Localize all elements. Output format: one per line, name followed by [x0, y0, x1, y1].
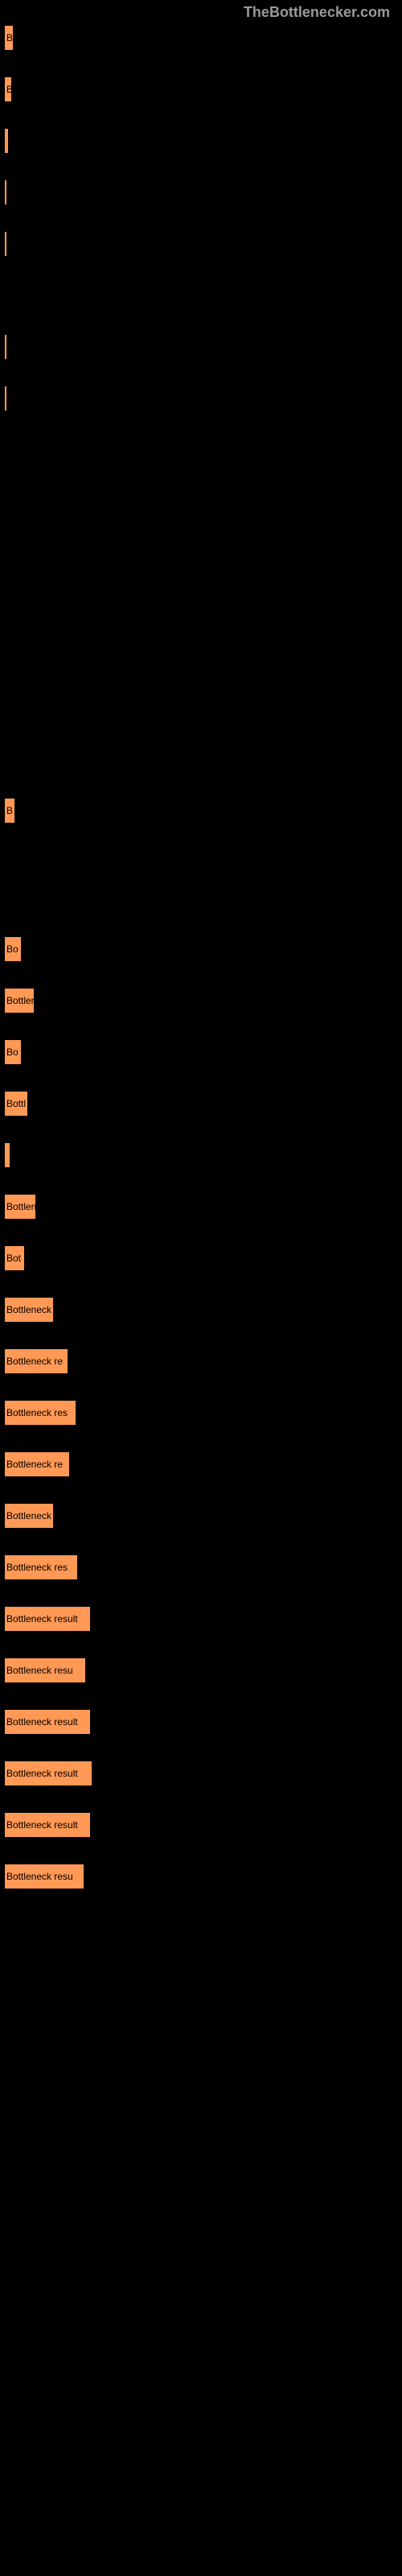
bar: Bottleneck result	[4, 1606, 91, 1632]
bar-row	[4, 231, 398, 257]
bar: Bottleneck result	[4, 1761, 92, 1786]
bar-label: Bottleneck res	[6, 1407, 68, 1418]
bar	[4, 231, 7, 257]
bar-label: Bottleneck re	[6, 1459, 63, 1470]
bar-row: Bottlen	[4, 1194, 398, 1220]
bar-chart: B B B Bo Bottler Bo Bottl Bottlen Bot Bottleneck B…	[0, 25, 402, 1889]
bar-label: Bottleneck result	[6, 1768, 78, 1779]
bar-row: Bottleneck result	[4, 1709, 398, 1735]
bar-label: Bo	[6, 943, 18, 955]
bar: Bo	[4, 936, 22, 962]
bar	[4, 386, 7, 411]
bar-row: Bo	[4, 1039, 398, 1065]
bar-row: Bottleneck resu	[4, 1657, 398, 1683]
bar-row: Bottler	[4, 988, 398, 1013]
bar: Bottleneck	[4, 1503, 54, 1529]
bar-label: Bottleneck resu	[6, 1665, 73, 1676]
bar-label: Bottleneck	[6, 1304, 51, 1315]
bar: Bot	[4, 1245, 25, 1271]
bar: Bottleneck result	[4, 1812, 91, 1838]
bar-label: Bot	[6, 1253, 21, 1264]
bar-label: Bottler	[6, 995, 35, 1006]
bar: Bottleneck res	[4, 1400, 76, 1426]
bar-row: Bottleneck result	[4, 1812, 398, 1838]
bar-label: Bottleneck re	[6, 1356, 63, 1367]
bar: B	[4, 798, 15, 824]
bar: B	[4, 76, 12, 102]
header-text: TheBottlenecker.com	[244, 4, 390, 20]
bar: Bo	[4, 1039, 22, 1065]
bar-row: Bottleneck	[4, 1297, 398, 1323]
bar-row: Bottleneck	[4, 1503, 398, 1529]
bar: B	[4, 25, 14, 51]
bar: Bottleneck re	[4, 1451, 70, 1477]
bar: Bottleneck re	[4, 1348, 68, 1374]
bar: Bottleneck res	[4, 1554, 78, 1580]
bar	[4, 180, 7, 205]
bar-label: Bo	[6, 1046, 18, 1058]
bar: Bottleneck	[4, 1297, 54, 1323]
bar-label: B	[6, 805, 13, 816]
bar-label: Bottleneck result	[6, 1716, 78, 1728]
bar: Bottl	[4, 1091, 28, 1117]
bar-label: Bottleneck result	[6, 1819, 78, 1831]
bar-row: Bot	[4, 1245, 398, 1271]
bar-label: Bottleneck result	[6, 1613, 78, 1624]
bar-row: Bottleneck resu	[4, 1864, 398, 1889]
bar-row: Bo	[4, 936, 398, 962]
bar-row: Bottleneck res	[4, 1400, 398, 1426]
bar: Bottleneck result	[4, 1709, 91, 1735]
bar: Bottleneck resu	[4, 1864, 84, 1889]
bar-row	[4, 334, 398, 360]
bar-row: Bottleneck result	[4, 1606, 398, 1632]
bar	[4, 128, 9, 154]
bar-row: Bottleneck result	[4, 1761, 398, 1786]
bar: Bottleneck resu	[4, 1657, 86, 1683]
bar-row	[4, 1142, 398, 1168]
bar-row: Bottleneck res	[4, 1554, 398, 1580]
bar-label: B	[6, 84, 12, 95]
bar: Bottler	[4, 988, 35, 1013]
bar-row	[4, 180, 398, 205]
bar-row: B	[4, 76, 398, 102]
bar-label: B	[6, 32, 13, 43]
bar	[4, 1142, 10, 1168]
bar-row: Bottleneck re	[4, 1451, 398, 1477]
bar	[4, 334, 7, 360]
bar-label: Bottleneck resu	[6, 1871, 73, 1882]
bar-label: Bottleneck res	[6, 1562, 68, 1573]
bar: Bottlen	[4, 1194, 36, 1220]
bar-label: Bottlen	[6, 1201, 36, 1212]
bar-label: Bottl	[6, 1098, 26, 1109]
bar-row	[4, 128, 398, 154]
bar-row: Bottleneck re	[4, 1348, 398, 1374]
bar-row: B	[4, 25, 398, 51]
bar-label: Bottleneck	[6, 1510, 51, 1521]
bar-row: Bottl	[4, 1091, 398, 1117]
bar-row	[4, 386, 398, 411]
bar-row: B	[4, 798, 398, 824]
